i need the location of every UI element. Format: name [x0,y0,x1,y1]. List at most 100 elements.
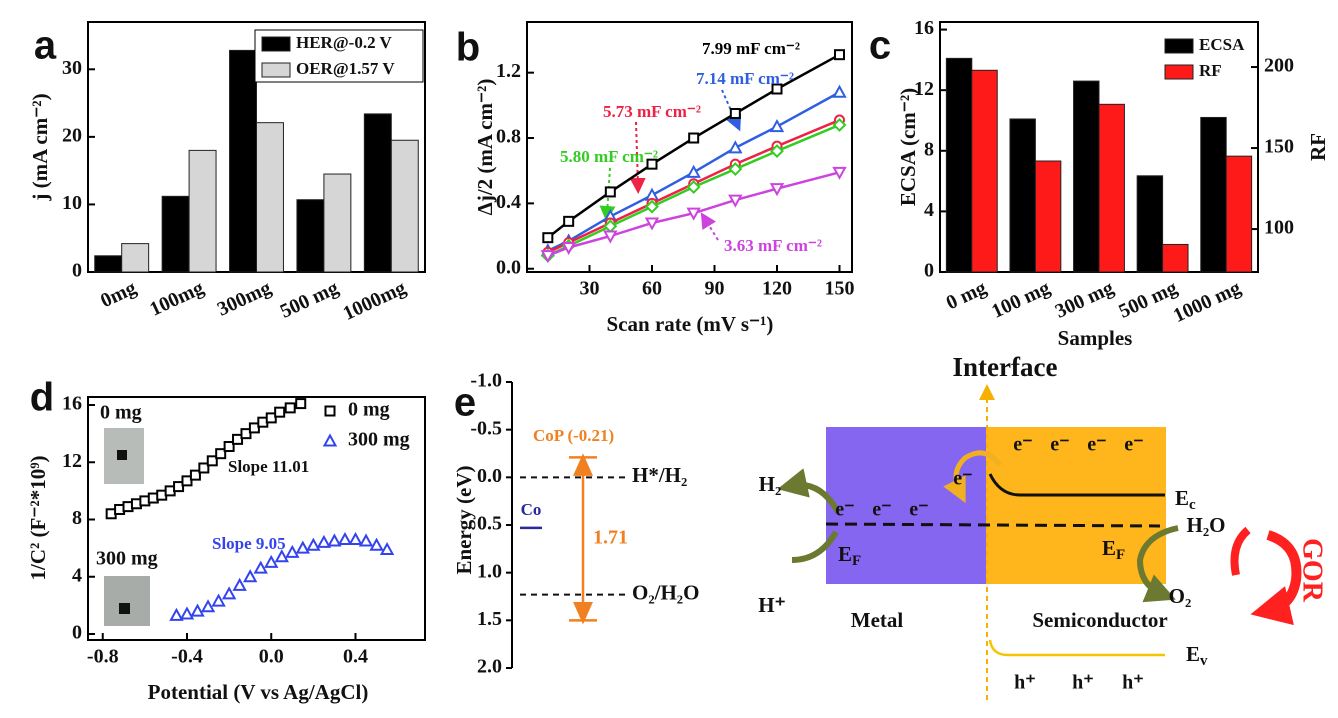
bar [296,199,325,273]
y-tick-label: 0.5 [477,513,502,535]
symbol: E [1186,642,1200,666]
y2-tick-label: 100 [1264,217,1294,239]
point [728,162,743,176]
point [542,232,554,244]
oer-reactant: H₂O [1187,513,1226,537]
y-tick-label: 4 [72,564,82,586]
y-tick-label: 12 [914,78,934,100]
electron: e⁻ [1013,434,1032,456]
y-tick-label: 0 [72,622,82,644]
point [604,186,616,198]
y-tick-label: 30 [62,57,82,79]
y-tick-label: 8 [924,138,934,160]
point [369,537,384,551]
point [603,230,618,244]
series-annotation: 7.99 mF cm⁻² [702,39,800,58]
y-tick-label: 16 [62,393,82,415]
point [295,398,307,410]
point [348,531,363,546]
inset-label: 0 mg [100,402,142,424]
point [274,549,289,563]
panel-letter: e [454,381,476,425]
point [645,199,659,214]
x-tick-label: 150 [825,278,855,300]
x-tick-label: 120 [762,278,792,300]
point [646,158,658,170]
inset-photo [104,576,150,626]
y-tick-label: 0 [72,260,82,282]
x-tick-label: 300 mg [1052,277,1117,323]
fit-line [547,171,840,257]
panel-letter: b [456,26,480,70]
point [221,586,237,600]
her-product: H₂ [759,472,782,496]
point [686,164,701,178]
panel-letter: c [869,24,891,68]
oer-arrow [1136,525,1179,603]
fit-line [547,91,841,252]
bar [390,139,419,273]
point [215,448,227,460]
y-axis-label: ECSA (cm⁻²) [896,88,920,206]
bar [256,122,284,273]
point [264,554,279,568]
annotation-arrow [599,167,616,222]
point [181,475,193,487]
point [242,569,258,583]
point [232,577,247,591]
conduction-band-label: Ec [1175,486,1196,514]
point [173,481,185,493]
band-gap-label: 1.71 [593,526,628,548]
symbol: E [1175,486,1189,510]
point [189,469,201,481]
x-tick-label: 0.0 [259,646,284,668]
oer-product: O₂ [1169,584,1192,608]
y-tick-label: 12 [62,450,82,472]
y-axis-label: j (mA cm⁻²) [28,93,52,201]
hole: h⁺ [1122,672,1144,694]
point [769,183,785,197]
panel-letter: d [30,376,54,420]
x-tick-label: 100 mg [988,277,1053,323]
energy-level-label: H*/H₂ [632,463,687,487]
x-tick-label: -0.8 [87,646,119,668]
her-arrow [777,468,841,514]
y2-tick-label: 150 [1264,136,1294,158]
point [770,144,784,158]
bar [1009,118,1036,273]
y-tick-label: 8 [72,507,82,529]
inset-photo-sample [119,603,130,614]
point [686,180,701,194]
point [540,250,556,264]
y-tick-label: 0.0 [477,465,502,487]
bar [188,149,217,273]
gor-label: GOR [1297,538,1328,603]
annotation-arrow [629,121,646,194]
valence-band-label: Ev [1186,642,1208,670]
y-axis-label: 1/C² (F⁻²*10⁹) [26,455,50,580]
fit-line [547,53,841,239]
series-annotation: 7.14 mF cm⁻² [696,69,794,88]
band-label: CoP (-0.21) [533,426,614,445]
legend-swatch [1164,38,1194,54]
series-annotation: 3.63 mF cm⁻² [724,236,822,255]
x-tick-label: -0.4 [171,646,203,668]
point [771,83,783,95]
symbol: E [1102,536,1116,560]
inset-label: 300 mg [96,548,158,570]
bar [323,173,352,273]
electron: e⁻ [953,468,972,490]
point [200,599,216,613]
inset-photo-sample [117,450,127,460]
x-tick-label: 0 mg [943,277,990,315]
legend-label: HER@-0.2 V [296,33,393,52]
x-tick-label: 30 [580,278,600,300]
point [253,560,268,574]
legend-label: OER@1.57 V [296,59,395,78]
subscript: v [1200,653,1208,669]
legend-swatch [261,62,291,78]
bar [1200,116,1227,273]
point [169,607,184,621]
bar [945,57,973,273]
